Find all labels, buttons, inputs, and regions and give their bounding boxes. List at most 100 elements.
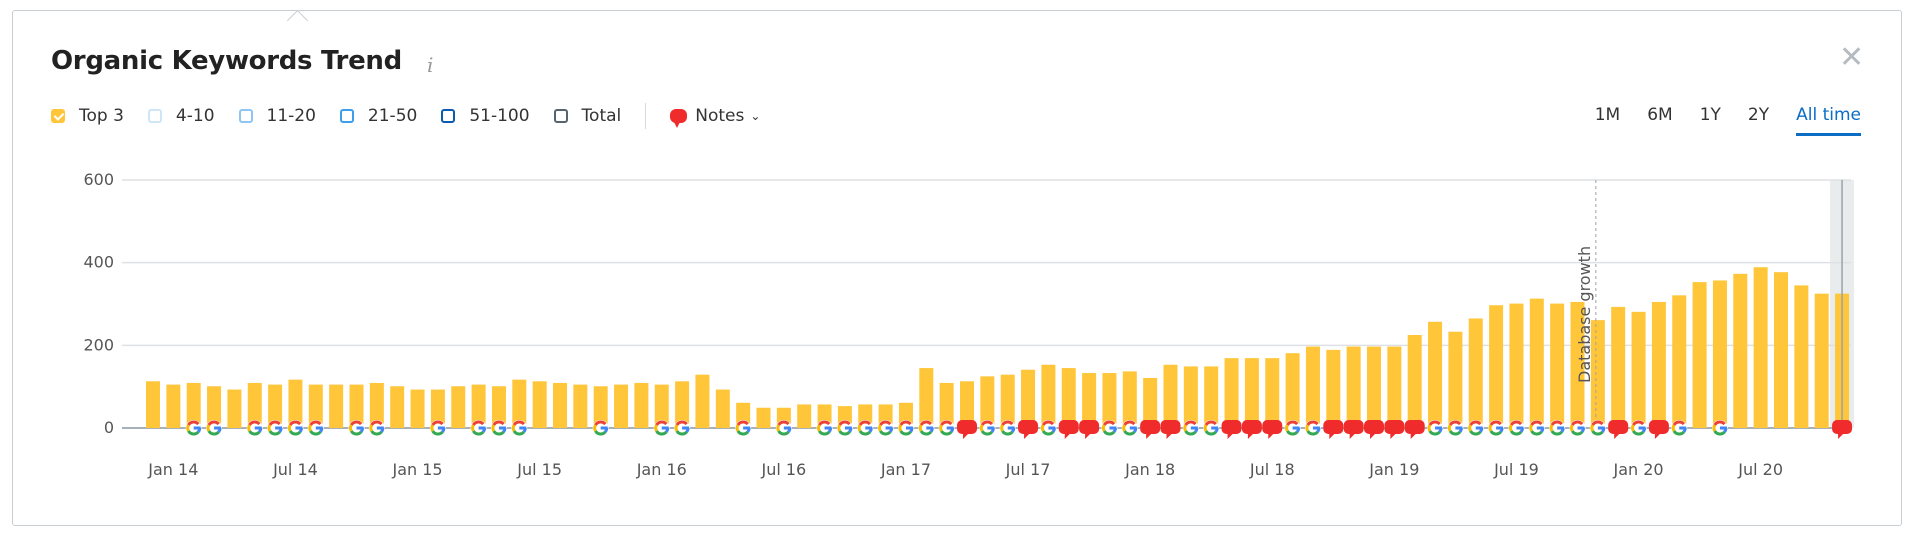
google-update-icon[interactable] (368, 420, 385, 436)
google-update-icon[interactable] (1711, 420, 1728, 436)
google-update-icon[interactable] (1304, 420, 1321, 436)
legend-item-top-3[interactable]: Top 3 (51, 106, 124, 126)
bar (939, 382, 954, 428)
range-6m[interactable]: 6M (1647, 105, 1673, 125)
google-icon-arc (1671, 424, 1676, 432)
note-icon[interactable] (1404, 420, 1425, 439)
checkbox[interactable] (553, 109, 568, 123)
google-icon-arc (594, 430, 607, 436)
note-icon[interactable] (1832, 420, 1853, 439)
google-update-icon[interactable] (1101, 420, 1118, 436)
note-icon[interactable] (957, 420, 977, 439)
google-update-icon[interactable] (653, 420, 670, 436)
google-update-icon[interactable] (287, 420, 304, 436)
range-2y[interactable]: 2Y (1747, 105, 1770, 125)
google-update-icon[interactable] (1040, 420, 1057, 436)
note-icon[interactable] (1384, 420, 1405, 439)
info-icon[interactable]: i (427, 53, 434, 77)
close-icon[interactable]: ✕ (1839, 40, 1865, 75)
google-update-icon[interactable] (1203, 420, 1220, 436)
google-update-icon[interactable] (1589, 420, 1606, 436)
google-icon-arc (858, 420, 871, 426)
google-update-icon[interactable] (979, 420, 996, 436)
note-icon[interactable] (1648, 420, 1669, 439)
legend-label: 51-100 (469, 106, 530, 126)
google-update-icon[interactable] (1488, 420, 1505, 436)
google-update-icon[interactable] (857, 420, 874, 436)
checkbox[interactable] (147, 109, 162, 123)
google-update-icon[interactable] (511, 420, 528, 436)
note-icon[interactable] (1343, 420, 1364, 439)
google-update-icon[interactable] (775, 420, 792, 436)
google-update-icon[interactable] (836, 420, 853, 436)
checkbox[interactable] (339, 109, 354, 123)
note-tail (1247, 433, 1254, 439)
google-update-icon[interactable] (1182, 420, 1199, 436)
google-update-icon[interactable] (206, 420, 223, 436)
google-update-icon[interactable] (1121, 420, 1138, 436)
range-all-time[interactable]: All time (1796, 105, 1861, 136)
checkbox[interactable] (51, 109, 65, 123)
notes-dropdown[interactable]: Notes ⌄ (670, 106, 760, 128)
legend-item-11-20[interactable]: 11-20 (238, 106, 316, 126)
note-icon[interactable] (1323, 420, 1344, 439)
note-icon[interactable] (1221, 420, 1242, 439)
google-update-icon[interactable] (246, 420, 263, 436)
google-update-icon[interactable] (938, 420, 955, 436)
google-update-icon[interactable] (1508, 420, 1525, 436)
google-update-icon[interactable] (470, 420, 487, 436)
note-icon[interactable] (1364, 420, 1384, 439)
google-icon-arc (594, 420, 607, 426)
legend-item-21-50[interactable]: 21-50 (339, 106, 417, 126)
legend-item-4-10[interactable]: 4-10 (147, 106, 215, 126)
bar (1590, 320, 1605, 428)
checkbox[interactable] (238, 109, 253, 123)
legend-item-total[interactable]: Total (553, 106, 621, 126)
google-update-icon[interactable] (1467, 420, 1484, 436)
checkbox[interactable] (441, 109, 456, 123)
google-icon-arc (1122, 424, 1126, 432)
google-update-icon[interactable] (1549, 420, 1566, 436)
note-icon[interactable] (1140, 420, 1161, 439)
google-icon-arc (1469, 420, 1482, 426)
note-icon[interactable] (1058, 420, 1079, 439)
note-icon[interactable] (1160, 420, 1181, 439)
google-update-icon[interactable] (185, 420, 202, 436)
google-update-icon[interactable] (1630, 420, 1647, 436)
google-update-icon[interactable] (267, 420, 284, 436)
google-update-icon[interactable] (877, 420, 894, 436)
range-1y[interactable]: 1Y (1699, 105, 1721, 125)
legend-item-51-100[interactable]: 51-100 (441, 106, 530, 126)
note-tail (1654, 433, 1661, 439)
google-update-icon[interactable] (592, 420, 609, 436)
note-icon[interactable] (1018, 420, 1039, 439)
google-icon-arc (940, 430, 953, 436)
note-icon[interactable] (1079, 420, 1100, 439)
bar (634, 382, 649, 428)
google-update-icon[interactable] (1447, 420, 1464, 436)
google-update-icon[interactable] (999, 420, 1016, 436)
google-update-icon[interactable] (490, 420, 507, 436)
google-update-icon[interactable] (674, 420, 691, 436)
google-update-icon[interactable] (307, 420, 324, 436)
bar (1082, 373, 1097, 428)
google-update-icon[interactable] (897, 420, 914, 436)
google-update-icon[interactable] (429, 420, 446, 436)
google-update-icon[interactable] (816, 420, 833, 436)
google-update-icon[interactable] (348, 420, 365, 436)
note-icon[interactable] (1262, 420, 1283, 439)
range-1m[interactable]: 1M (1594, 105, 1621, 125)
google-update-icon[interactable] (1569, 420, 1586, 436)
note-icon[interactable] (1608, 420, 1629, 439)
google-update-icon[interactable] (1528, 420, 1545, 436)
note-bubble (1648, 420, 1669, 434)
google-update-icon[interactable] (1284, 420, 1301, 436)
google-update-icon[interactable] (735, 420, 752, 436)
google-icon-arc (430, 424, 435, 432)
google-update-icon[interactable] (1427, 420, 1444, 436)
google-icon-arc (675, 420, 688, 426)
google-update-icon[interactable] (918, 420, 935, 436)
google-icon-arc (187, 430, 200, 436)
note-icon[interactable] (1241, 420, 1262, 439)
google-update-icon[interactable] (1671, 420, 1688, 436)
